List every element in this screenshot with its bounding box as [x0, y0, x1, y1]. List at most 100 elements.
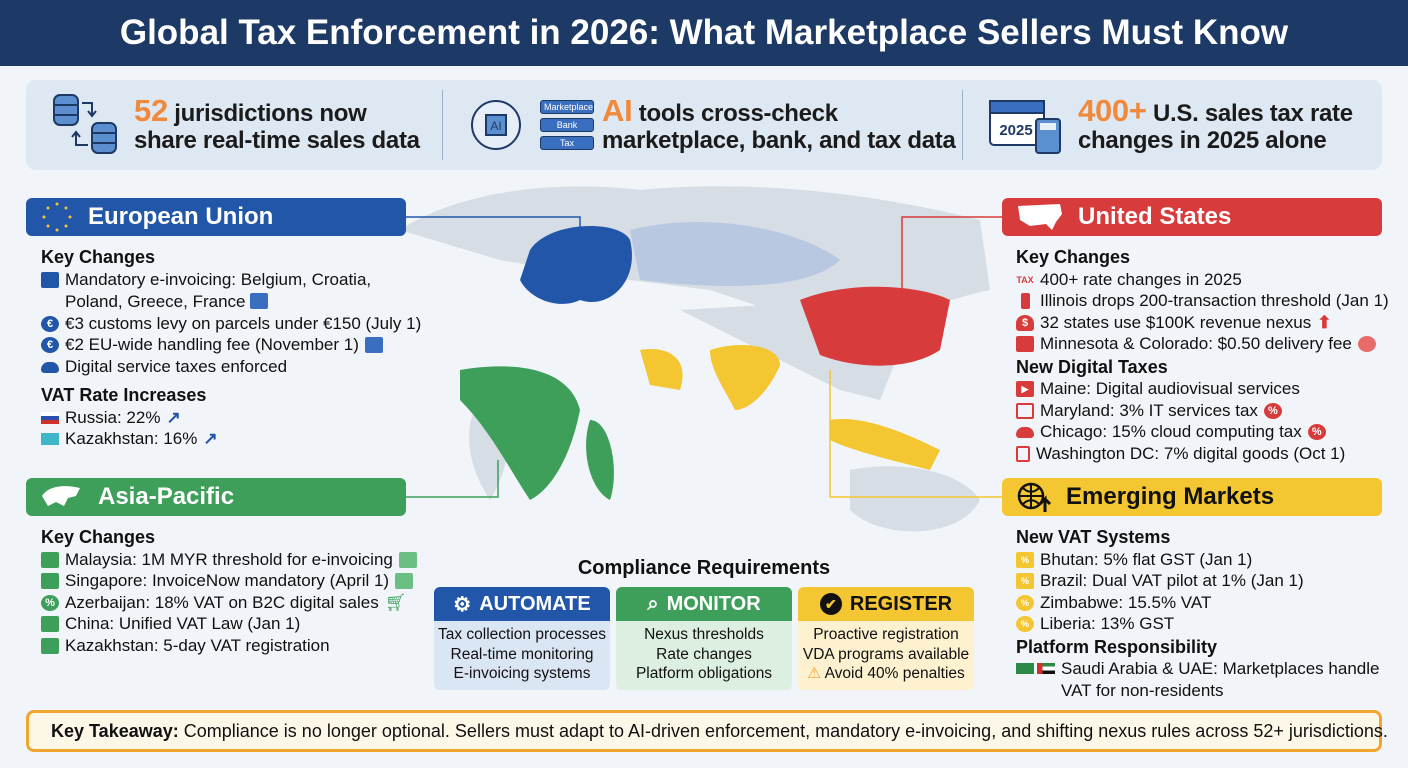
arrow-up-right-icon: ↗	[166, 407, 181, 427]
tax-chart-icon: TAX	[1016, 274, 1034, 285]
svg-text:2025: 2025	[999, 122, 1032, 139]
compliance-title: Compliance Requirements	[577, 557, 831, 579]
emerging-markets-header: Emerging Markets	[1002, 478, 1382, 516]
calendar-icon	[41, 637, 59, 654]
register-card: ✔ REGISTER Proactive registration VDA prog…	[798, 587, 974, 690]
list-item: Digital service taxes enforced	[41, 356, 421, 378]
money-icon	[41, 551, 59, 568]
percent-badge-icon: %	[1016, 594, 1034, 611]
book-icon	[41, 616, 59, 632]
emerging-connector	[829, 370, 1002, 498]
map-saudi-arabia	[640, 349, 683, 390]
list-item: Minnesota & Colorado: $0.50 delivery fee	[1016, 333, 1389, 355]
euro-icon: €	[41, 337, 59, 353]
tablet-icon	[1016, 445, 1030, 462]
list-item: % Brazil: Dual VAT pilot at 1% (Jan 1)	[1016, 570, 1379, 592]
illinois-icon	[1021, 293, 1030, 309]
list-item: € €2 EU-wide handling fee (November 1)	[41, 334, 421, 356]
saudi-uae-flags-icon	[1016, 663, 1055, 674]
calendar-icon	[41, 271, 59, 288]
map-australia	[850, 466, 980, 532]
calendar-icon	[250, 293, 269, 309]
list-item: Singapore: InvoiceNow mandatory (April 1…	[41, 570, 417, 592]
us-connector	[901, 216, 1002, 300]
list-item: Maryland: 3% IT services tax%	[1016, 400, 1389, 422]
list-item: Malaysia: 1M MYR threshold for e-invoici…	[41, 549, 417, 571]
map-united-states	[800, 286, 950, 366]
map-indonesia	[830, 419, 940, 470]
asia-pacific-header: Asia-Pacific	[26, 478, 406, 516]
divider	[962, 90, 963, 160]
stat-jurisdictions: 52 jurisdictions now share real-time sale…	[52, 80, 420, 170]
map-russia	[630, 221, 840, 286]
key-takeaway-banner: Key Takeaway: Compliance is no longer op…	[26, 710, 1388, 752]
list-item: % Azerbaijan: 18% VAT on B2C digital sale…	[41, 592, 417, 614]
list-item: Illinois drops 200-transaction threshold…	[1016, 290, 1389, 312]
list-item: € €3 customs levy on parcels under €150 (…	[41, 313, 421, 335]
money-bag-icon: $	[1016, 314, 1034, 331]
arrow-up-right-icon: ↗	[203, 429, 218, 448]
arrow-up-icon: ⬆	[1317, 312, 1332, 332]
automate-card: ⚙ AUTOMATE Tax collection processes Real-t…	[434, 587, 610, 690]
svg-text:AI: AI	[490, 119, 501, 133]
warning-icon: ⚠	[807, 665, 822, 682]
map-africa	[460, 366, 580, 500]
list-item: % Zimbabwe: 15.5% VAT	[1016, 592, 1379, 614]
kazakhstan-flag-icon	[41, 433, 59, 445]
map-india	[710, 345, 780, 410]
check-circle-icon: ✔	[819, 593, 842, 615]
asia-pacific-section: Key Changes Malaysia: 1M MYR threshold f…	[41, 525, 417, 656]
list-item: Kazakhstan: 16% ↗	[41, 428, 421, 450]
russia-flag-icon	[41, 411, 59, 424]
calendar-percent-icon: %	[1016, 573, 1034, 589]
list-item: Mandatory e-invoicing: Belgium, Croatia,…	[41, 269, 421, 313]
euro-icon: €	[41, 315, 59, 332]
percent-badge-icon: %	[1263, 402, 1282, 419]
gear-icon: ⚙	[453, 593, 472, 616]
list-item: China: Unified VAT Law (Jan 1)	[41, 613, 417, 635]
united-states-section: Key Changes TAX 400+ rate changes in 2025…	[1016, 247, 1389, 465]
calendar-percent-icon: %	[1016, 551, 1034, 568]
united-states-header: United States	[1002, 198, 1382, 236]
asia-map-icon	[42, 486, 80, 506]
eu-connector	[406, 216, 581, 240]
list-item: Chicago: 15% cloud computing tax%	[1016, 421, 1389, 443]
calendar-calculator-icon: 2025	[989, 100, 1061, 154]
asia-connector	[406, 460, 499, 498]
world-map	[400, 186, 1002, 532]
search-icon: ⌕	[647, 592, 659, 615]
percent-badge-icon: %	[1307, 424, 1326, 440]
eu-section: Key Changes Mandatory e-invoicing: Belgi…	[41, 247, 422, 450]
emerging-markets-section: New VAT Systems % Bhutan: 5% flat GST (Ja…	[1016, 527, 1380, 701]
list-item: % Bhutan: 5% flat GST (Jan 1)	[1016, 549, 1379, 571]
document-check-icon	[398, 551, 417, 568]
map-europe-eu	[520, 226, 632, 304]
list-item: Russia: 22% ↗	[41, 407, 421, 429]
list-item: ▶ Maine: Digital audiovisual services	[1016, 378, 1389, 400]
tax-chip: Tax	[540, 136, 594, 150]
calendar-icon	[364, 337, 383, 353]
list-item: Washington DC: 7% digital goods (Oct 1)	[1016, 443, 1389, 465]
document-icon	[41, 573, 59, 589]
play-icon: ▶	[1016, 381, 1034, 397]
bank-chip: Bank	[540, 118, 594, 132]
chip-icon	[1016, 402, 1034, 419]
eu-header: European Union	[26, 198, 406, 236]
percent-badge-icon: %	[1016, 616, 1034, 632]
globe-arrow-icon	[1017, 482, 1052, 512]
ai-brain-icon: AI	[471, 100, 521, 150]
cloud-icon	[41, 361, 59, 373]
database-sync-icon	[53, 94, 117, 154]
calendar-icon	[395, 573, 414, 589]
list-item: Kazakhstan: 5-day VAT registration	[41, 635, 417, 657]
stat-ai-tools: AI Marketplace Bank Tax AI tools cross-c…	[466, 80, 956, 170]
percent-badge-icon: %	[41, 594, 59, 611]
list-item: Saudi Arabia & UAE: Marketplaces handle V…	[1016, 658, 1379, 701]
eu-stars-icon	[42, 202, 72, 232]
page-title: Global Tax Enforcement in 2026: What Mar…	[0, 0, 1408, 66]
minnesota-icon	[1016, 336, 1034, 352]
monitor-card: ⌕ MONITOR Nexus thresholds Rate changes Pla…	[616, 587, 792, 690]
coins-icon	[1357, 336, 1376, 352]
marketplace-chip: Marketplace	[540, 100, 594, 114]
usa-map-icon	[1018, 204, 1062, 230]
